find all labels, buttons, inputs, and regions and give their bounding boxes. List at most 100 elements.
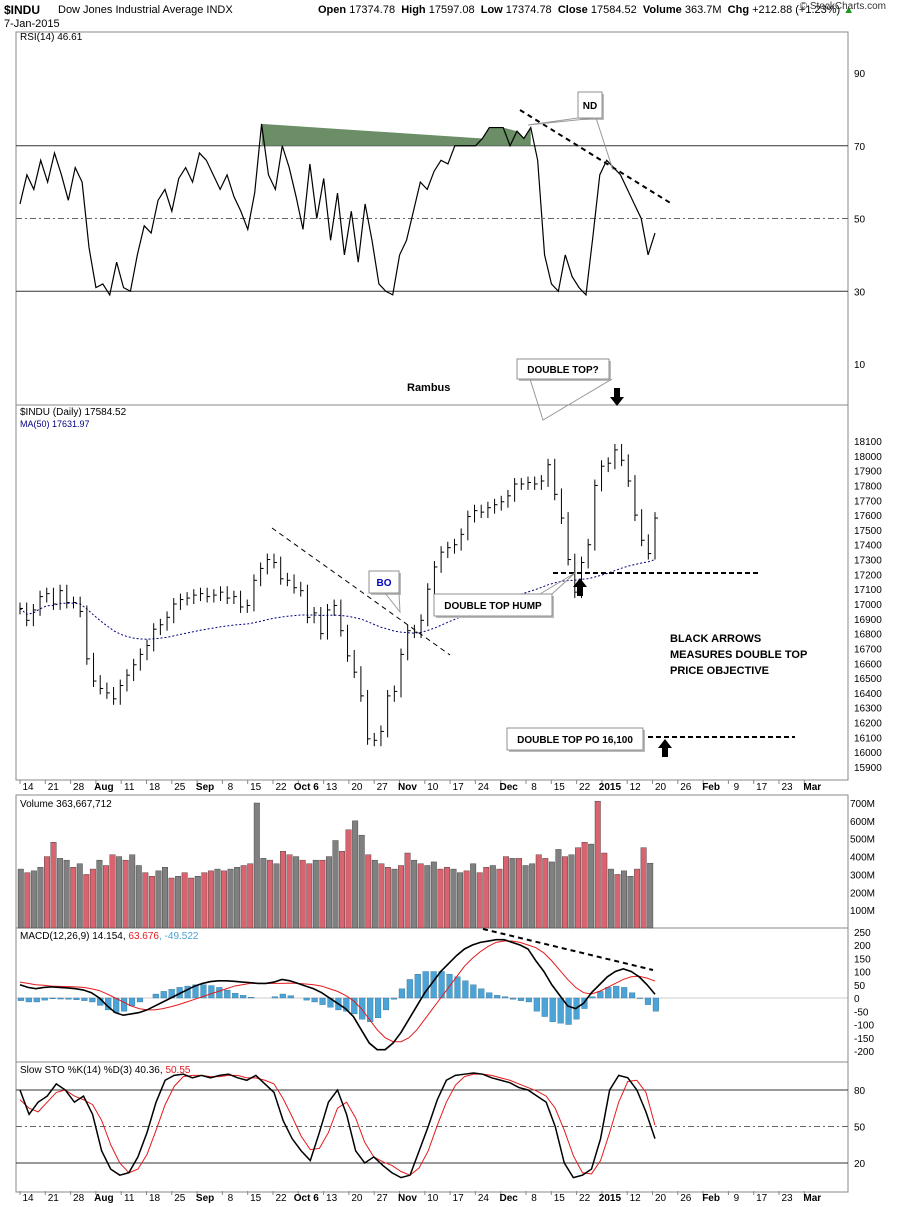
price-bar [654,512,658,560]
macd-histogram-bar [525,997,532,1003]
bo-callout-text: BO [377,578,392,589]
price-bar [554,458,558,501]
price-bar [647,534,652,560]
price-bar [333,599,338,616]
price-bar [467,510,471,541]
price-bar [460,528,465,551]
volume-bar [581,842,588,929]
price-bar [360,666,364,702]
x-tick-label: Nov [398,782,417,793]
double-top-callout-box [516,358,610,380]
price-bar [447,541,451,559]
nd-pointer [527,117,614,171]
volume-bar [489,865,496,929]
double-top-hump-callout-text: DOUBLE TOP HUMP [444,601,542,612]
price-bar [627,454,632,487]
volume-tick-label: 500M [850,835,875,846]
x-tick-label: 25 [174,782,186,793]
price-tick-label: 17300 [854,556,882,567]
price-bar [293,574,298,594]
macd-histogram-bar [390,997,398,1000]
volume-bar [647,862,654,929]
volume-bar [155,870,162,929]
nd-callout: ND [577,91,604,120]
price-bar [347,624,351,662]
price-bar [353,649,358,679]
macd-histogram-bar [549,997,556,1023]
macd-histogram-bar [589,996,596,999]
note-line-2: MEASURES DOUBLE TOP [670,649,807,661]
volume-bar [358,834,365,929]
macd-histogram-bar [81,997,88,1001]
price-bar [146,639,150,661]
volume-bar [339,851,345,929]
price-bar [453,538,458,554]
macd-histogram-bar [136,997,144,1003]
price-bar [527,476,531,490]
volume-bar [221,870,227,929]
macd-histogram-bar [232,993,239,999]
price-bar [72,596,77,609]
price-bar [253,574,257,612]
macd-histogram-bar [216,987,223,999]
price-bar [313,606,318,624]
macd-tick-label: -150 [854,1034,874,1045]
macd-tick-label: 100 [854,968,871,979]
volume-bar [365,854,372,929]
price-tick-label: 16000 [854,748,882,759]
chart-header: $INDU Dow Jones Industrial Average INDX … [0,0,900,32]
price-tick-label: 17900 [854,467,882,478]
x-tick-label: 15 [554,1193,566,1204]
volume-bar [325,856,332,929]
price-bar [320,606,324,640]
macd-histogram-bar [470,984,477,999]
double-top-hump-callout: DOUBLE TOP HUMP [433,593,554,618]
volume-bar [417,863,424,929]
x-tick-label: 8 [228,782,234,793]
rsi-title: RSI(14) 46.61 [20,32,83,43]
x-tick-label: 28 [73,782,85,793]
macd-histogram-bar [57,997,64,1000]
x-tick-label: 15 [250,1193,262,1204]
macd-histogram-bar [644,997,652,1005]
price-tick-label: 18100 [854,437,882,448]
x-tick-label: 8 [531,1193,537,1204]
price-frame [15,404,849,781]
volume-tick-label: 200M [850,888,875,899]
x-tick-label: 22 [275,1193,287,1204]
price-bar [126,669,130,692]
price-bar [340,599,344,637]
x-tick-label: Oct 6 [294,1193,319,1204]
macd-legend-value: 14.154, [92,931,128,942]
volume-bar [37,867,44,929]
chg-value: +212.88 (+1.23%) [752,4,841,16]
x-tick-label: 17 [756,1193,768,1204]
price-bar [507,489,511,508]
volume-bar [103,865,109,929]
price-bar [66,584,70,609]
price-tick-label: 18000 [854,452,882,463]
price-bar [260,562,264,587]
macd-histogram-bar [636,997,644,999]
price-tick-label: 17000 [854,600,882,611]
volume-bar [463,870,470,929]
volume-bar [280,851,286,929]
price-bar [133,658,137,682]
macd-histogram-bar [398,988,405,999]
volume-bar [44,856,50,929]
price-bar [393,685,398,702]
price-bar [520,478,525,490]
chart-date: 7-Jan-2015 [4,18,60,30]
macd-histogram-bar [160,991,167,999]
price-tick-label: 17200 [854,570,882,581]
price-bar [273,553,277,569]
x-tick-label: Sep [196,1193,214,1204]
volume-bar [129,854,136,929]
macd-tick-label: 250 [854,928,871,939]
note-line-1: BLACK ARROWS [670,633,761,645]
volume-bar [594,801,601,929]
volume-bar [135,865,142,929]
macd-histogram-bar [208,985,215,999]
macd-histogram-bar [605,987,612,999]
